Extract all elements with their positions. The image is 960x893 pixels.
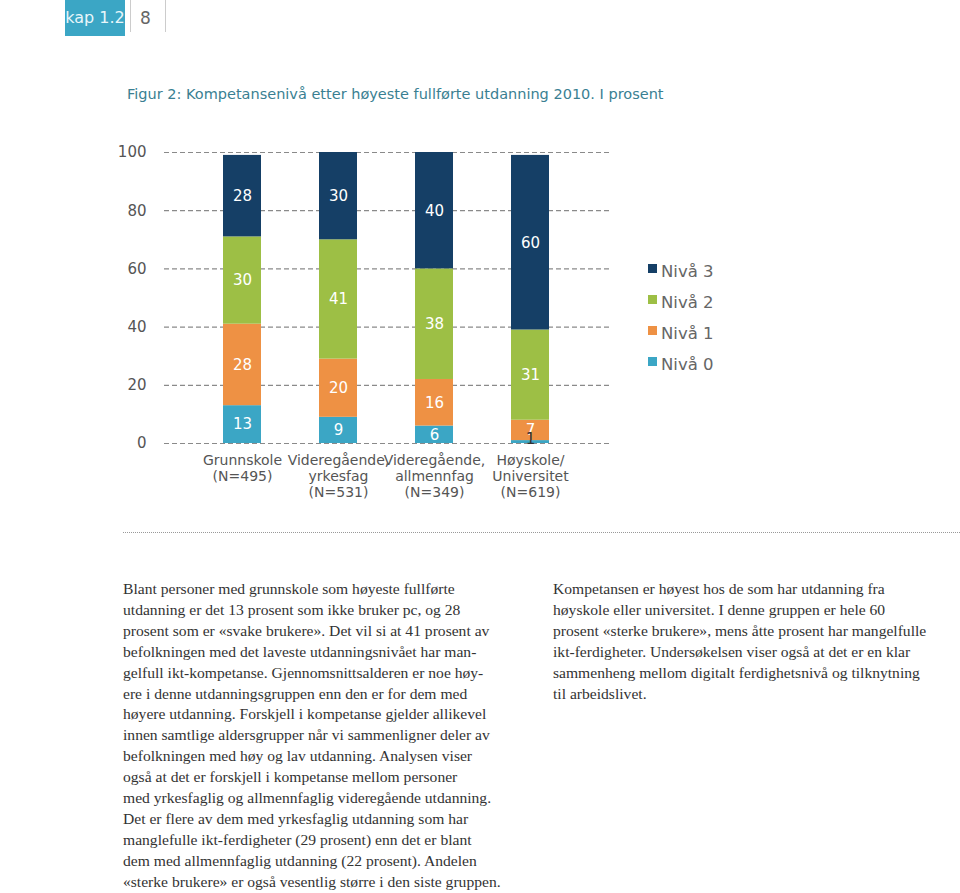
html-text:Nivå 3: Nivå 3 xyxy=(661,262,714,281)
html-text:8: 8 xyxy=(140,8,151,28)
html-text:Blant personer med grunnskole: Blant personer med grunnskole som høyest… xyxy=(123,580,455,597)
svg-text:28: 28 xyxy=(233,356,252,374)
html-text:manglefulle ikt-ferdigheter (2: manglefulle ikt-ferdigheter (29 prosent)… xyxy=(123,830,472,848)
svg-text:16: 16 xyxy=(425,394,444,412)
svg-text:30: 30 xyxy=(329,187,348,205)
svg-text:Grunnskole(N=495): Grunnskole(N=495) xyxy=(203,452,282,484)
svg-text:38: 38 xyxy=(425,315,444,333)
svg-text:20: 20 xyxy=(127,376,146,394)
html-text:også at det er forskjell i kom: også at det er forskjell i kompetanse me… xyxy=(123,768,458,786)
html-text:Kompetansen er høyest hos de s: Kompetansen er høyest hos de som har utd… xyxy=(553,580,885,597)
html-text:ere i denne utdanningsgruppen: ere i denne utdanningsgruppen enn den er… xyxy=(123,684,468,702)
html-text:Nivå 0: Nivå 0 xyxy=(661,355,714,374)
html-text:sammenheng mellom digitalt fer: sammenheng mellom digitalt ferdighetsniv… xyxy=(553,663,920,681)
svg-text:60: 60 xyxy=(521,234,540,252)
svg-text:1: 1 xyxy=(526,430,536,448)
svg-text:20: 20 xyxy=(329,379,348,397)
svg-text:31: 31 xyxy=(521,366,540,384)
svg-text:60: 60 xyxy=(127,260,146,278)
html-text:høyere utdanning. Forskjell i: høyere utdanning. Forskjell i kompetanse… xyxy=(123,705,487,723)
html-text:Det er flere av dem med yrkesf: Det er flere av dem med yrkesfaglig utda… xyxy=(123,810,469,827)
html-text:med yrkesfaglig og allmennfagl: med yrkesfaglig og allmennfaglig videreg… xyxy=(123,789,492,807)
svg-text:6: 6 xyxy=(430,426,440,444)
svg-text:13: 13 xyxy=(233,415,252,433)
html-text:befolkningen med høy og lav ut: befolkningen med høy og lav utdanning. A… xyxy=(123,747,473,765)
svg-text:80: 80 xyxy=(127,202,146,220)
html-text:dem med allmennfaglig utdannin: dem med allmennfaglig utdanning (22 pros… xyxy=(123,851,477,869)
html-text:innen samtlige aldersgrupper n: innen samtlige aldersgrupper når vi samm… xyxy=(123,726,490,744)
html-text:prosent «sterke brukere», mens: prosent «sterke brukere», mens åtte pros… xyxy=(553,621,927,639)
svg-text:Høyskole/Universitet(N=619): Høyskole/Universitet(N=619) xyxy=(492,452,569,500)
html-text:høyskole eller universitet. I: høyskole eller universitet. I denne grup… xyxy=(553,600,886,618)
html-text:Nivå 2: Nivå 2 xyxy=(661,293,714,312)
html-text:kap 1.2: kap 1.2 xyxy=(65,8,125,27)
html-text:befolkningen med det laveste u: befolkningen med det laveste utdanningsn… xyxy=(123,642,477,660)
svg-text:Videregående,allmennfag(N=349): Videregående,allmennfag(N=349) xyxy=(384,452,486,500)
svg-text:0: 0 xyxy=(137,434,147,452)
svg-text:40: 40 xyxy=(425,202,444,220)
html-text:til arbeidslivet.: til arbeidslivet. xyxy=(553,684,647,702)
html-text:«sterke brukere» er også vesen: «sterke brukere» er også vesentlig størr… xyxy=(123,872,501,890)
svg-text:9: 9 xyxy=(334,421,344,439)
svg-text:30: 30 xyxy=(233,271,252,289)
html-text:Figur 2: Kompetansenivå etter: Figur 2: Kompetansenivå etter høyeste fu… xyxy=(127,86,664,102)
html-text:gelfull ikt-kompetanse. Gjenno: gelfull ikt-kompetanse. Gjennomsnittsald… xyxy=(123,663,484,681)
svg-text:41: 41 xyxy=(329,290,348,308)
svg-text:100: 100 xyxy=(118,143,147,161)
svg-text:Videregående,yrkesfag(N=531): Videregående,yrkesfag(N=531) xyxy=(288,452,390,500)
html-text:prosent som er «svake brukere»: prosent som er «svake brukere». Det vil … xyxy=(123,621,490,639)
svg-text:28: 28 xyxy=(233,187,252,205)
html-text:Nivå 1: Nivå 1 xyxy=(661,324,714,343)
svg-text:40: 40 xyxy=(127,318,146,336)
html-text:utdanning er det 13 prosent so: utdanning er det 13 prosent som ikke bru… xyxy=(123,600,461,618)
html-text:ikt-ferdigheter. Undersøkelsen: ikt-ferdigheter. Undersøkelsen viser ogs… xyxy=(553,642,911,660)
